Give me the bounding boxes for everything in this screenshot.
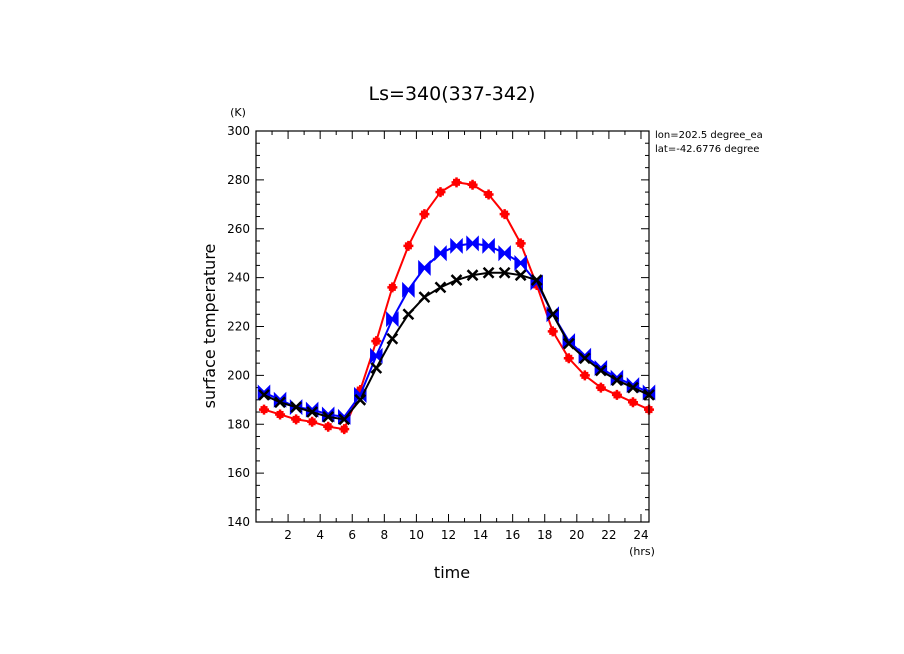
chart-title: Ls=340(337-342)	[369, 83, 536, 105]
data-point	[402, 281, 415, 298]
y-tick-label: 180	[227, 417, 250, 431]
data-point	[435, 187, 446, 198]
series-line-1	[263, 242, 650, 418]
data-point	[514, 269, 527, 282]
x-tick-label: 18	[537, 528, 552, 542]
data-point	[595, 382, 606, 393]
y-tick-label: 160	[227, 466, 250, 480]
x-tick-label: 8	[381, 528, 389, 542]
data-point	[402, 308, 415, 321]
data-point	[466, 235, 479, 252]
data-point	[434, 245, 447, 262]
data-point	[515, 238, 526, 249]
data-point	[434, 281, 447, 294]
data-point	[307, 416, 318, 427]
data-point	[611, 374, 623, 387]
y-tick-label: 220	[227, 320, 250, 334]
data-point	[546, 308, 559, 321]
data-point	[450, 274, 463, 286]
data-point	[323, 421, 334, 432]
data-point	[611, 389, 622, 400]
data-point	[499, 209, 510, 220]
data-point	[450, 237, 463, 254]
annotation-lon: lon=202.5 degree_ea	[655, 130, 763, 141]
annotation-lat: lat=-42.6776 degree	[655, 144, 759, 155]
data-point	[386, 332, 399, 345]
series-line-0	[263, 181, 650, 431]
data-point	[483, 189, 494, 200]
data-point	[370, 347, 383, 364]
data-point	[563, 353, 574, 364]
y-tick-label: 300	[227, 124, 250, 138]
y-tick-label: 260	[227, 222, 250, 236]
data-point	[274, 396, 286, 409]
data-point	[467, 179, 478, 190]
data-point	[418, 291, 431, 304]
data-point	[306, 406, 319, 418]
series-line-2	[263, 271, 650, 421]
data-point	[371, 336, 382, 347]
x-tick-label: 20	[569, 528, 584, 542]
data-point	[370, 362, 383, 374]
x-unit: (hrs)	[629, 545, 655, 558]
data-point	[498, 245, 511, 262]
x-tick-label: 24	[633, 528, 648, 542]
x-tick-label: 10	[409, 528, 424, 542]
data-point	[627, 381, 639, 394]
data-point	[418, 259, 431, 276]
data-point	[339, 424, 350, 435]
data-point	[547, 326, 558, 337]
data-point	[275, 409, 286, 420]
data-point	[387, 282, 398, 293]
data-point	[259, 404, 270, 415]
data-point	[354, 393, 367, 406]
x-tick-label: 12	[441, 528, 456, 542]
data-point	[403, 240, 414, 251]
data-point	[482, 266, 495, 279]
data-point	[386, 311, 399, 328]
x-tick-label: 2	[284, 528, 292, 542]
plot-frame	[255, 130, 650, 523]
data-point	[579, 370, 590, 381]
data-point	[258, 389, 270, 401]
x-tick-label: 4	[316, 528, 324, 542]
data-point	[419, 209, 430, 220]
data-point	[578, 352, 591, 365]
data-point	[291, 414, 302, 425]
x-axis-label: time	[434, 563, 470, 582]
y-axis-label: surface temperature	[200, 244, 219, 409]
data-point	[562, 337, 575, 350]
y-tick-label: 200	[227, 368, 250, 382]
data-point	[498, 266, 511, 279]
y-unit: (K)	[230, 106, 246, 119]
y-tick-label: 240	[227, 271, 250, 285]
data-point	[627, 397, 638, 408]
data-point	[466, 269, 479, 282]
data-point	[514, 254, 527, 271]
data-point	[322, 411, 335, 423]
data-point	[338, 413, 351, 426]
data-point	[451, 177, 462, 188]
x-tick-label: 6	[348, 528, 356, 542]
data-point	[530, 274, 543, 286]
data-point	[594, 364, 607, 377]
x-tick-label: 22	[601, 528, 616, 542]
x-tick-label: 14	[473, 528, 488, 542]
data-point	[290, 401, 302, 414]
y-tick-label: 280	[227, 173, 250, 187]
y-tick-label: 140	[227, 515, 250, 529]
x-tick-label: 16	[505, 528, 520, 542]
data-point	[482, 237, 495, 254]
